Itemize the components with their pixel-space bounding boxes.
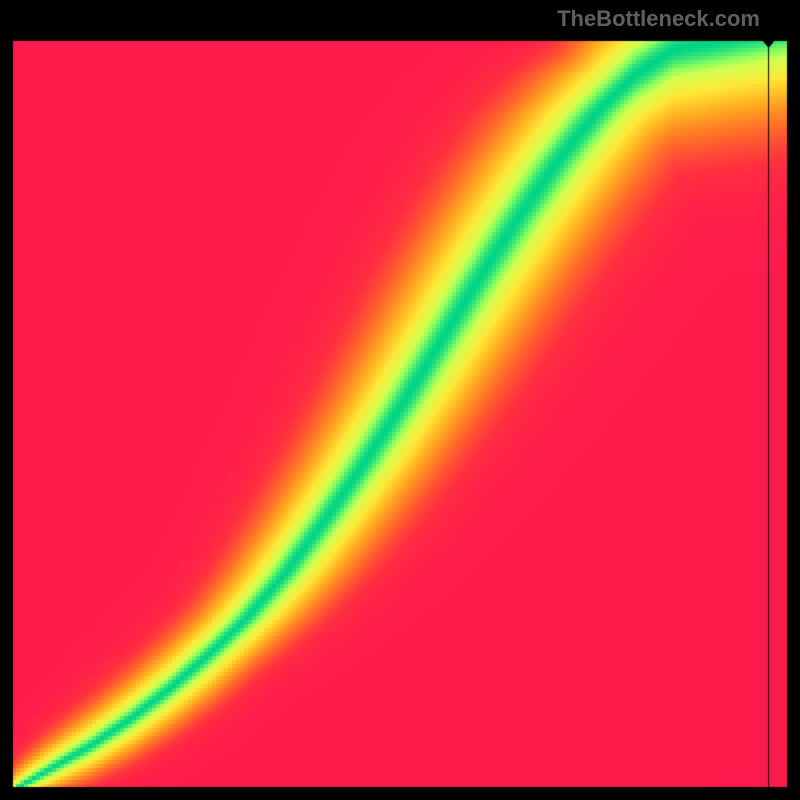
watermark-text: TheBottleneck.com bbox=[557, 6, 760, 32]
heatmap-canvas bbox=[0, 0, 800, 800]
chart-container: TheBottleneck.com bbox=[0, 0, 800, 800]
